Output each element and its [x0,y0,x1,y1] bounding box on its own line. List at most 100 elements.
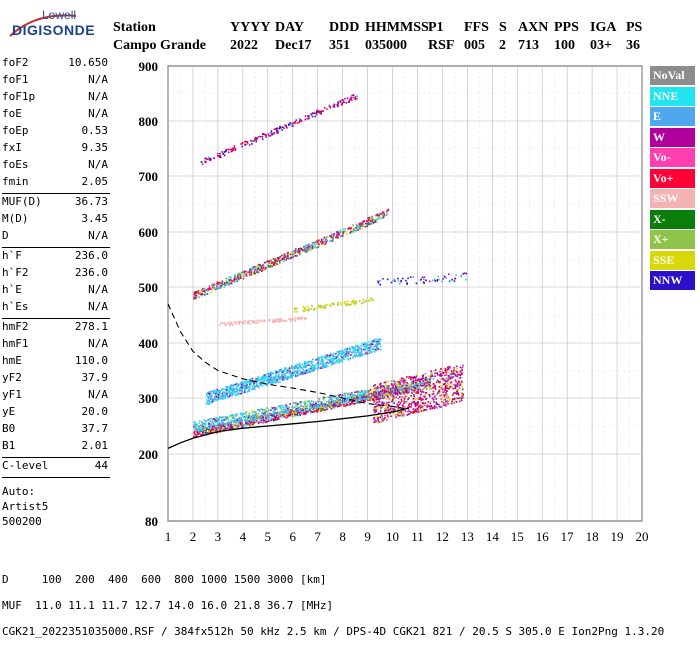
echo-point [280,259,282,261]
echo-point [218,287,220,289]
echo-point [439,381,441,383]
echo-point [387,389,389,391]
echo-point [337,356,339,358]
echo-point [266,407,268,409]
echo-point [458,394,460,396]
echo-point [353,356,355,358]
echo-point [397,389,399,391]
echo-point [278,414,280,416]
echo-point [321,409,323,411]
echo-point [332,405,334,407]
echo-point [412,382,414,384]
echo-point [310,412,312,414]
echo-point [223,286,225,288]
echo-point [248,417,250,419]
echo-point [371,342,373,344]
echo-point [422,376,424,378]
echo-point [202,422,204,424]
echo-point [237,390,239,392]
echo-point [216,282,218,284]
echo-point [262,138,264,140]
echo-point [408,390,410,392]
echo-point [379,218,381,220]
echo-point [277,375,279,377]
echo-point [312,246,314,248]
echo-point [217,421,219,423]
echo-point [446,374,448,376]
echo-point [342,235,344,237]
echo-point [355,395,357,397]
echo-point [339,405,341,407]
echo-point [226,388,228,390]
echo-point [357,397,359,399]
echo-point [235,425,237,427]
echo-point [298,251,300,253]
echo-point [194,296,196,298]
echo-point [194,428,196,430]
echo-point [367,220,369,222]
echo-point [420,389,422,391]
echo-point [399,396,401,398]
echo-point [268,409,270,411]
echo-point [311,403,313,405]
echo-point [312,359,314,361]
echo-point [224,389,226,391]
echo-point [220,288,222,290]
echo-point [350,231,352,233]
echo-point [433,391,435,393]
echo-point [217,423,219,425]
echo-point [281,373,283,375]
echo-point [449,398,451,400]
echo-point [440,373,442,375]
echo-point [273,373,275,375]
echo-point [343,228,345,230]
echo-point [204,158,206,160]
echo-point [375,215,377,217]
echo-point [402,393,404,395]
echo-point [339,360,341,362]
echo-point [363,225,365,227]
echo-point [214,158,216,160]
echo-point [450,367,452,369]
echo-point [317,401,319,403]
echo-point [222,284,224,286]
echo-point [318,360,320,362]
echo-point [298,249,300,251]
echo-point [319,357,321,359]
echo-point [344,354,346,356]
echo-point [210,398,212,400]
echo-point [325,241,327,243]
echo-point [220,423,222,425]
echo-point [417,408,419,410]
echo-point [243,278,245,280]
echo-point [408,410,410,412]
echo-point [233,279,235,281]
echo-point [402,406,404,408]
echo-point [317,407,319,409]
echo-point [314,408,316,410]
echo-point [416,374,418,376]
echo-point [237,394,239,396]
echo-point [400,389,402,391]
echo-point [309,246,311,248]
echo-point [246,416,248,418]
echo-point [306,118,308,120]
echo-point [258,268,260,270]
echo-point [264,134,266,136]
echo-point [335,358,337,360]
echo-point [216,284,218,286]
echo-point [221,420,223,422]
echo-point [225,395,227,397]
echo-point [254,271,256,273]
echo-point [294,406,296,408]
echo-point [308,250,310,252]
x-tick-label: 3 [215,529,222,544]
x-tick-label: 14 [486,529,500,544]
echo-point [320,407,322,409]
echo-point [260,136,262,138]
echo-point [421,398,423,400]
echo-point [225,419,227,421]
echo-point [411,384,413,386]
echo-point [286,411,288,413]
echo-point [267,383,269,385]
